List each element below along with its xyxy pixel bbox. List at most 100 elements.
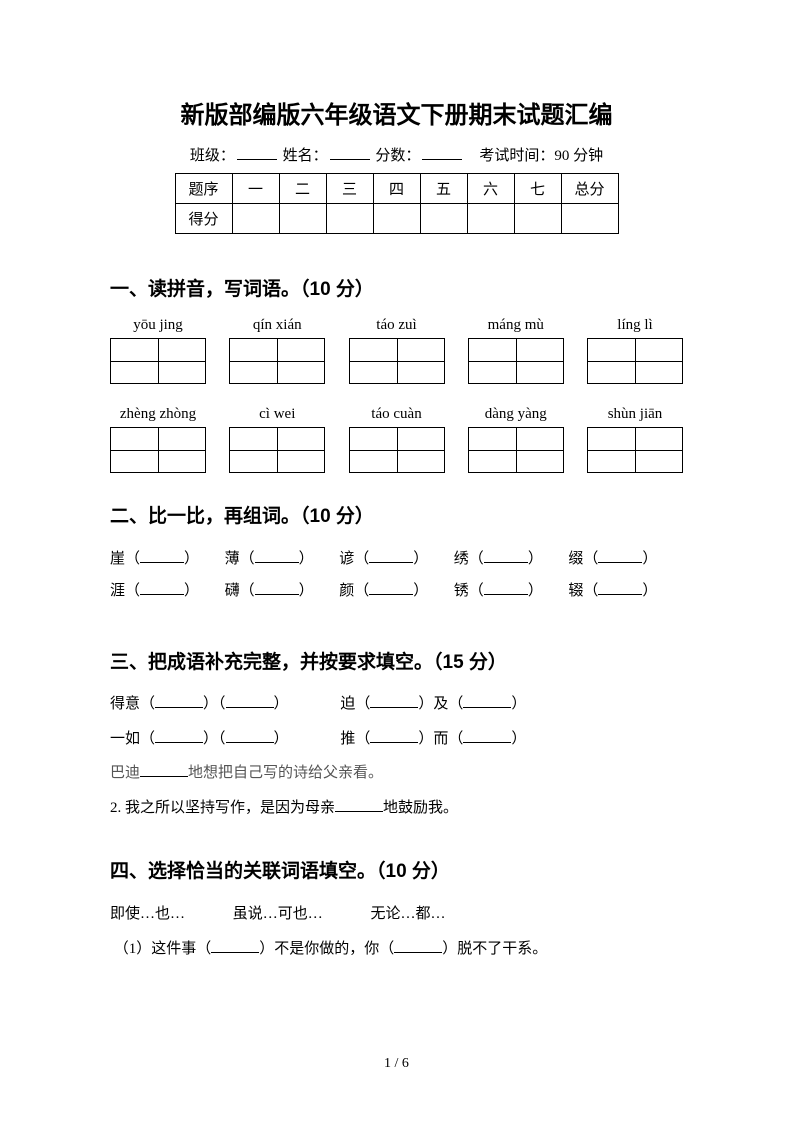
char-box[interactable] xyxy=(229,338,325,384)
section-4-head: 四、选择恰当的关联词语填空。（10 分） xyxy=(110,856,683,883)
blank[interactable] xyxy=(155,693,203,708)
char-box[interactable] xyxy=(110,427,206,473)
row-label: 题序 xyxy=(175,174,232,204)
time-label: 考试时间：90 分钟 xyxy=(479,148,603,164)
table-row: 得分 xyxy=(175,204,618,234)
pinyin: qín xián xyxy=(229,317,325,334)
char-box[interactable] xyxy=(587,427,683,473)
score-label: 分数： xyxy=(375,148,420,164)
meta-line: 班级： 姓名： 分数： 考试时间：90 分钟 xyxy=(110,144,683,165)
page-title: 新版部编版六年级语文下册期末试题汇编 xyxy=(110,95,683,130)
option: 即使…也… xyxy=(110,899,185,929)
section-2-head: 二、比一比，再组词。（10 分） xyxy=(110,501,683,528)
pinyin: shùn jiān xyxy=(587,406,683,423)
table-row: 题序 一 二 三 四 五 六 七 总分 xyxy=(175,174,618,204)
question-line: （1）这件事（）不是你做的，你（）脱不了干系。 xyxy=(110,935,683,964)
blank[interactable] xyxy=(226,693,274,708)
table-cell: 三 xyxy=(326,174,373,204)
blank[interactable] xyxy=(369,548,413,563)
blank[interactable] xyxy=(255,548,299,563)
table-cell[interactable] xyxy=(326,204,373,234)
section-1-head: 一、读拼音，写词语。（10 分） xyxy=(110,274,683,301)
boxes-row xyxy=(110,427,683,473)
section-3-head: 三、把成语补充完整，并按要求填空。（15 分） xyxy=(110,647,683,674)
pinyin: dàng yàng xyxy=(468,406,564,423)
pair-item: 崖（） xyxy=(110,544,225,576)
table-cell: 四 xyxy=(373,174,420,204)
blank[interactable] xyxy=(140,580,184,595)
blank[interactable] xyxy=(155,728,203,743)
blank[interactable] xyxy=(335,797,383,812)
table-cell: 五 xyxy=(420,174,467,204)
blank[interactable] xyxy=(140,548,184,563)
blank[interactable] xyxy=(226,728,274,743)
pinyin: máng mù xyxy=(468,317,564,334)
char-box[interactable] xyxy=(349,427,445,473)
pair-row: 崖（） 薄（） 谚（） 绣（） 缀（） xyxy=(110,544,683,576)
pinyin: zhèng zhòng xyxy=(110,406,206,423)
name-blank[interactable] xyxy=(330,145,370,160)
pinyin: yōu jing xyxy=(110,317,206,334)
idiom-line: 得意（）（） 迫（）及（） xyxy=(110,690,683,719)
pair-item: 涯（） xyxy=(110,576,225,608)
pinyin-row: yōu jing qín xián táo zuì máng mù líng l… xyxy=(110,317,683,334)
option: 虽说…可也… xyxy=(233,899,323,929)
table-cell: 一 xyxy=(232,174,279,204)
pinyin: cì wei xyxy=(229,406,325,423)
table-cell[interactable] xyxy=(232,204,279,234)
blank[interactable] xyxy=(484,580,528,595)
table-cell: 六 xyxy=(467,174,514,204)
table-cell[interactable] xyxy=(561,204,618,234)
char-box[interactable] xyxy=(468,427,564,473)
boxes-row xyxy=(110,338,683,384)
table-cell[interactable] xyxy=(467,204,514,234)
name-label: 姓名： xyxy=(283,148,328,164)
pair-row: 涯（） 礴（） 颜（） 锈（） 辍（） xyxy=(110,576,683,608)
blank[interactable] xyxy=(463,728,511,743)
blank[interactable] xyxy=(484,548,528,563)
blank[interactable] xyxy=(598,580,642,595)
pinyin: táo zuì xyxy=(349,317,445,334)
sentence-line: 巴迪地想把自己写的诗给父亲看。 xyxy=(110,759,683,788)
char-box[interactable] xyxy=(229,427,325,473)
char-box[interactable] xyxy=(468,338,564,384)
table-cell: 七 xyxy=(514,174,561,204)
table-cell[interactable] xyxy=(279,204,326,234)
pair-item: 绣（） xyxy=(454,544,569,576)
table-cell[interactable] xyxy=(514,204,561,234)
table-cell: 二 xyxy=(279,174,326,204)
table-cell[interactable] xyxy=(373,204,420,234)
row-label: 得分 xyxy=(175,204,232,234)
char-box[interactable] xyxy=(349,338,445,384)
score-blank[interactable] xyxy=(422,145,462,160)
idiom-line: 一如（）（） 推（）而（） xyxy=(110,725,683,754)
blank[interactable] xyxy=(370,693,418,708)
char-box[interactable] xyxy=(587,338,683,384)
blank[interactable] xyxy=(211,938,259,953)
pinyin-row: zhèng zhòng cì wei táo cuàn dàng yàng sh… xyxy=(110,406,683,423)
pair-item: 谚（） xyxy=(339,544,454,576)
pair-item: 薄（） xyxy=(225,544,340,576)
page-number: 1 / 6 xyxy=(0,1056,793,1072)
pair-item: 颜（） xyxy=(339,576,454,608)
blank[interactable] xyxy=(394,938,442,953)
blank[interactable] xyxy=(463,693,511,708)
char-box[interactable] xyxy=(110,338,206,384)
page: 新版部编版六年级语文下册期末试题汇编 班级： 姓名： 分数： 考试时间：90 分… xyxy=(0,0,793,1122)
class-label: 班级： xyxy=(190,148,235,164)
table-cell[interactable] xyxy=(420,204,467,234)
blank[interactable] xyxy=(140,762,188,777)
table-cell-total: 总分 xyxy=(561,174,618,204)
pinyin: líng lì xyxy=(587,317,683,334)
pair-item: 辍（） xyxy=(568,576,683,608)
conj-options: 即使…也… 虽说…可也… 无论…都… xyxy=(110,899,683,929)
pair-item: 礴（） xyxy=(225,576,340,608)
blank[interactable] xyxy=(370,728,418,743)
class-blank[interactable] xyxy=(237,145,277,160)
blank[interactable] xyxy=(598,548,642,563)
sentence-line: 2. 我之所以坚持写作，是因为母亲地鼓励我。 xyxy=(110,794,683,823)
blank[interactable] xyxy=(255,580,299,595)
pinyin: táo cuàn xyxy=(349,406,445,423)
score-table: 题序 一 二 三 四 五 六 七 总分 得分 xyxy=(175,173,619,234)
blank[interactable] xyxy=(369,580,413,595)
